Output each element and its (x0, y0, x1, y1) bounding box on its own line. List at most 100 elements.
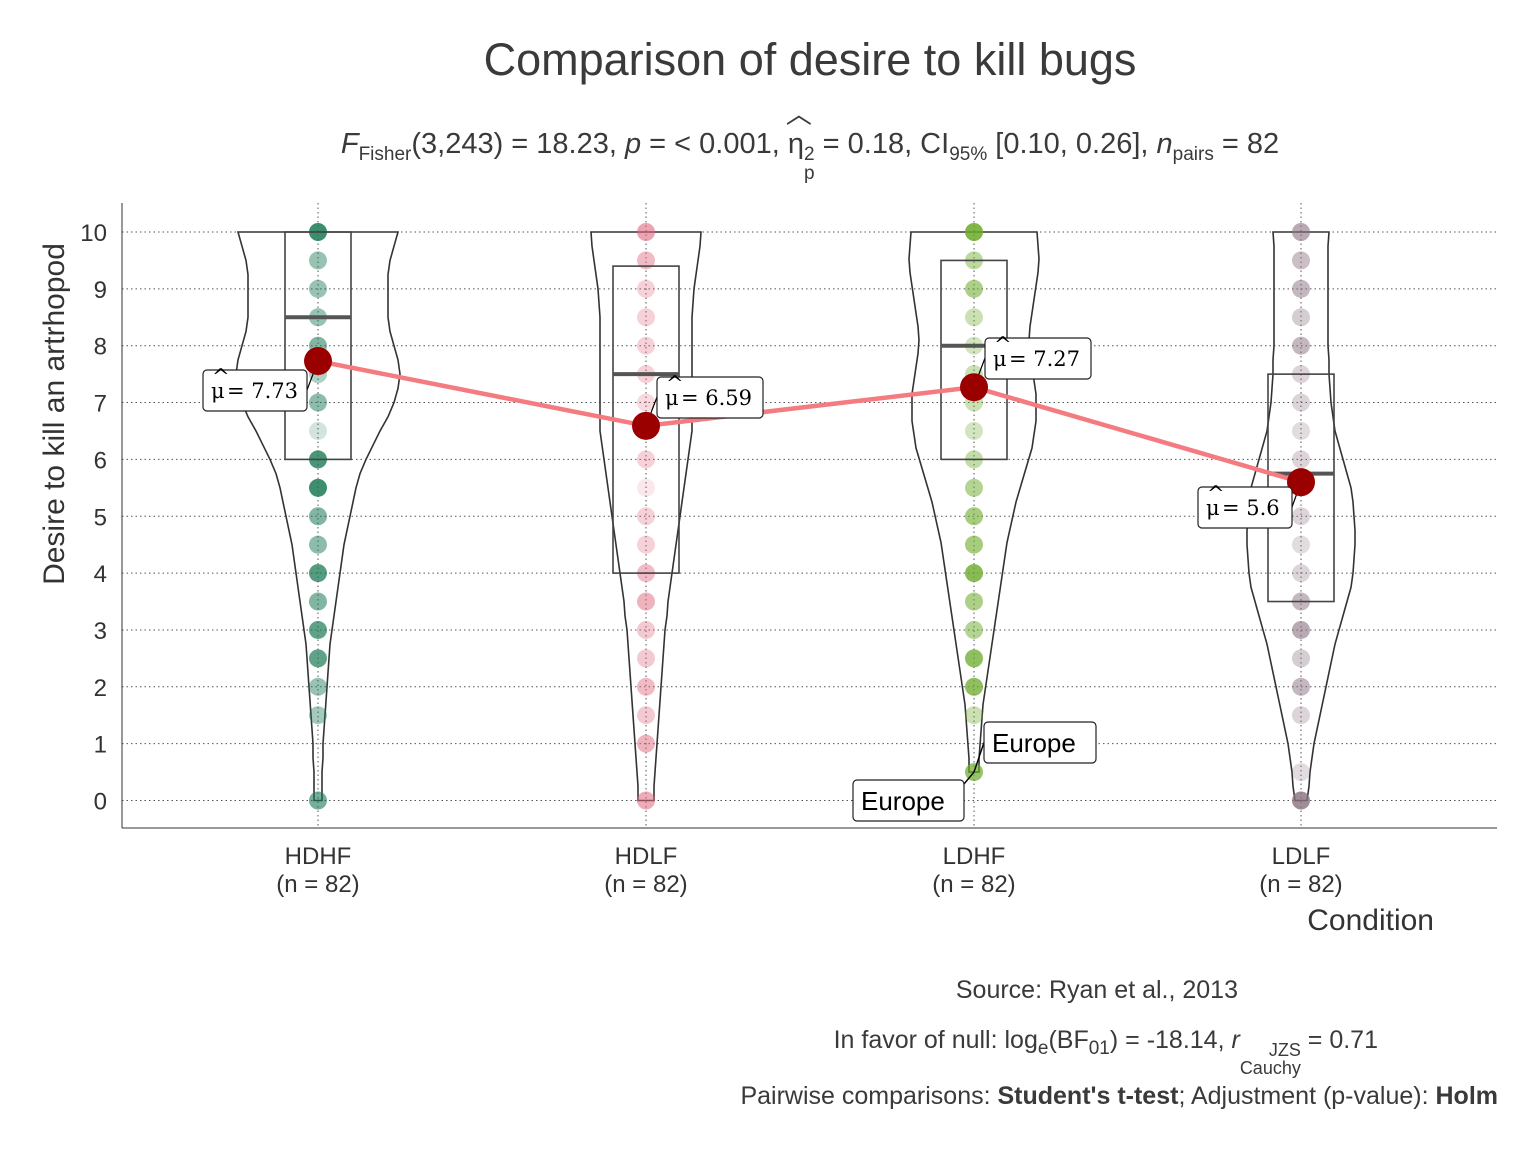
data-point (637, 450, 655, 469)
p-value: = < 0.001, (641, 128, 788, 160)
f-statistic: (3,243) = 18.23, (411, 128, 625, 160)
data-point (637, 649, 655, 668)
mean-label-ldlf: = 5.6 (1222, 496, 1280, 520)
mean-point-ldlf (1287, 468, 1315, 497)
data-point (965, 223, 983, 241)
data-point (309, 564, 327, 583)
data-point (1292, 336, 1310, 355)
mean-hat-symbol: ^ (1207, 482, 1225, 506)
data-point (965, 535, 983, 554)
mean-label-box (984, 337, 1092, 380)
data-point (965, 279, 983, 298)
data-point (309, 649, 327, 668)
data-point (309, 791, 327, 810)
data-point (1292, 279, 1310, 298)
mean-label-box (1197, 486, 1293, 529)
data-point (637, 251, 655, 270)
mean-mu-symbol: μ (211, 379, 225, 403)
x-category-count: (n = 82) (1259, 871, 1342, 898)
f-subscript: Fisher (358, 143, 412, 165)
x-category-label: HDHF (285, 843, 352, 870)
data-point (637, 223, 655, 241)
mean-hat-symbol: ^ (666, 372, 684, 396)
data-point (1292, 223, 1310, 241)
y-tick-label: 1 (94, 732, 107, 759)
pairwise-caption: Pairwise comparisons: Student's t-test; … (740, 1082, 1498, 1111)
r-sup: JZS (1268, 1040, 1301, 1061)
data-point (637, 734, 655, 753)
data-point (637, 393, 655, 412)
pw-adjust: Holm (1435, 1082, 1499, 1110)
data-point (1292, 251, 1310, 270)
data-point (309, 592, 327, 611)
violins (235, 231, 1356, 802)
data-point (637, 308, 655, 327)
data-point (965, 649, 983, 668)
annotation-box (852, 779, 965, 822)
mean-label-box (202, 369, 308, 412)
data-point (1292, 535, 1310, 554)
annotations: Europe Europe (852, 721, 1097, 822)
chart-plot: μ^= 7.73 μ^= 6.59μ^= 7.27μ^= 5.6 EuropeEu… (38, 203, 1497, 937)
mean-line (317, 358, 1302, 485)
annotation-leader (973, 742, 985, 773)
f-symbol: F (340, 128, 359, 160)
eta-sup: 2 (804, 143, 815, 165)
x-axis-title: Condition (1307, 904, 1434, 937)
data-point (1292, 677, 1310, 696)
data-point (637, 592, 655, 611)
data-point (1292, 393, 1310, 412)
data-point (637, 507, 655, 526)
data-point (965, 620, 983, 639)
chart-subtitle: FFisher(3,243) = 18.23, p = < 0.001, ︿ η 2… (0, 99, 1536, 183)
data-point (965, 677, 983, 696)
n-value: = 82 (1213, 128, 1280, 160)
data-point (1292, 507, 1310, 526)
bf-prefix: In favor of null: log (833, 1026, 1038, 1054)
ci-value: [0.10, 0.26], (987, 128, 1157, 160)
grid-lines (122, 203, 1497, 828)
data-point (309, 535, 327, 554)
mean-point-hdlf (632, 411, 660, 440)
data-point (965, 478, 983, 497)
mean-mu-symbol: μ (1206, 496, 1220, 520)
y-tick-label: 7 (94, 391, 107, 418)
data-point (309, 251, 327, 270)
n-symbol: n (1156, 128, 1173, 160)
x-category-count: (n = 82) (932, 871, 1015, 898)
mean-points: μ^= 7.73 μ^= 6.59μ^= 7.27μ^= 5.6 (202, 333, 1315, 529)
n-subscript: pairs (1172, 143, 1214, 165)
mean-mu-symbol: μ (993, 347, 1007, 371)
annotation-leader (963, 771, 975, 785)
y-tick-label: 8 (94, 334, 107, 361)
data-point (1292, 763, 1310, 782)
data-point (1292, 450, 1310, 469)
mean-point-hdhf (304, 347, 332, 376)
data-point (1292, 421, 1310, 440)
eta-value: = 0.18, CI (814, 128, 950, 160)
bf-value: ) = -18.14, (1109, 1026, 1232, 1054)
pw-prefix: Pairwise comparisons: (740, 1082, 998, 1110)
pw-mid: ; Adjustment (p-value): (1178, 1082, 1436, 1110)
data-point (309, 478, 327, 497)
data-point (637, 620, 655, 639)
mean-label-hdlf: = 6.59 (681, 386, 752, 410)
data-point (309, 706, 327, 725)
data-point (1292, 649, 1310, 668)
data-point (309, 279, 327, 298)
data-point (965, 564, 983, 583)
annotation-label: Europe (861, 786, 945, 816)
data-point (637, 336, 655, 355)
data-point (309, 421, 327, 440)
data-point (309, 620, 327, 639)
data-point (1292, 791, 1310, 810)
y-tick-label: 5 (94, 504, 107, 531)
r-sub: Cauchy (1239, 1058, 1301, 1079)
data-point (965, 421, 983, 440)
x-category-label: HDLF (615, 843, 678, 870)
data-point (1292, 564, 1310, 583)
mean-label-ldhf: = 7.27 (1009, 347, 1080, 371)
mean-hat-symbol: ^ (994, 333, 1012, 357)
eta-symbol: η (787, 128, 804, 160)
chart-title: Comparison of desire to kill bugs (483, 34, 1137, 85)
